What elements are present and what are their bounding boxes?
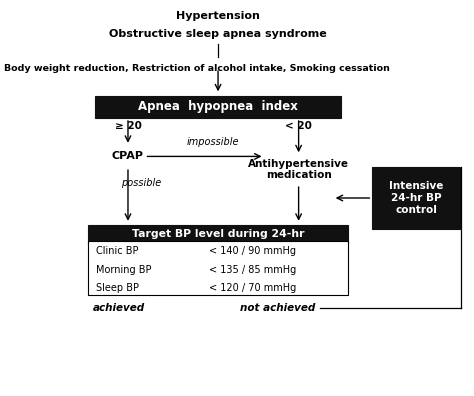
- Text: Target BP level during 24-hr: Target BP level during 24-hr: [132, 229, 304, 240]
- Text: Sleep BP: Sleep BP: [96, 283, 139, 293]
- FancyBboxPatch shape: [373, 167, 460, 228]
- Text: Morning BP: Morning BP: [96, 265, 152, 275]
- Text: possible: possible: [121, 178, 161, 188]
- Text: Obstructive sleep apnea syndrome: Obstructive sleep apnea syndrome: [109, 29, 327, 39]
- Text: Clinic BP: Clinic BP: [96, 246, 139, 257]
- Text: not achieved: not achieved: [240, 303, 315, 313]
- Text: < 120 / 70 mmHg: < 120 / 70 mmHg: [209, 283, 296, 293]
- Text: Hypertension: Hypertension: [176, 11, 260, 21]
- Text: Body weight reduction, Restriction of alcohol intake, Smoking cessation: Body weight reduction, Restriction of al…: [4, 64, 390, 72]
- Text: CPAP: CPAP: [112, 151, 144, 162]
- FancyBboxPatch shape: [88, 241, 348, 295]
- Text: < 135 / 85 mmHg: < 135 / 85 mmHg: [209, 265, 296, 275]
- FancyBboxPatch shape: [88, 225, 348, 244]
- Text: achieved: achieved: [92, 303, 145, 313]
- FancyBboxPatch shape: [95, 96, 341, 118]
- Text: < 20: < 20: [285, 120, 312, 131]
- Text: Antihypertensive
medication: Antihypertensive medication: [248, 159, 349, 180]
- Text: impossible: impossible: [187, 137, 239, 147]
- Text: Intensive
24-hr BP
control: Intensive 24-hr BP control: [389, 181, 443, 215]
- Text: Apnea  hypopnea  index: Apnea hypopnea index: [138, 101, 298, 113]
- Text: ≥ 20: ≥ 20: [115, 120, 141, 131]
- Text: < 140 / 90 mmHg: < 140 / 90 mmHg: [209, 246, 296, 257]
